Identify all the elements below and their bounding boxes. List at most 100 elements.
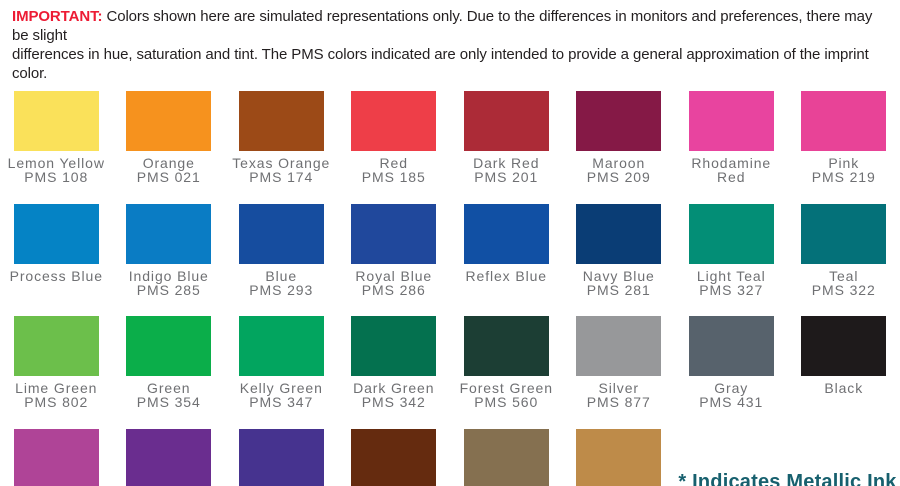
swatch-pms-number: PMS 286 xyxy=(361,281,426,298)
swatch-cell: Dark Green PMS 342 xyxy=(338,316,451,429)
swatch-name: Green xyxy=(147,380,191,396)
color-swatch xyxy=(688,203,774,264)
swatch-cell: Pink PMS 219 xyxy=(788,91,900,204)
swatch-grid: Lemon Yellow PMS 108 Orange PMS 021 Texas Or… xyxy=(0,91,900,486)
color-swatch xyxy=(126,91,212,151)
swatch-pms-number: Red xyxy=(717,169,746,185)
swatch-cell: Process Blue xyxy=(0,203,113,317)
swatch-name: Dark Green xyxy=(353,380,435,396)
swatch-label: Texas Orange PMS 174 xyxy=(232,156,330,184)
swatch-cell: Royal Blue PMS 286 xyxy=(338,203,451,317)
swatch-pms-number: PMS 285 xyxy=(136,281,201,298)
swatch-name: Lemon Yellow xyxy=(7,155,105,171)
swatch-name: Orange xyxy=(142,155,195,171)
swatch-cell: Black xyxy=(788,316,900,429)
disclaimer-text-1: Colors shown here are simulated represen… xyxy=(12,8,873,44)
swatch-pms-number: PMS 209 xyxy=(586,169,651,185)
swatch-cell: Kelly Green PMS 347 xyxy=(225,316,338,429)
important-label: IMPORTANT: xyxy=(12,8,103,25)
disclaimer-text-2: differences in hue, saturation and tint.… xyxy=(12,46,869,82)
swatch-name: Teal xyxy=(829,267,859,284)
swatch-label: Silver PMS 877 xyxy=(587,381,651,409)
color-swatch xyxy=(576,203,662,264)
swatch-label: Navy Blue PMS 281 xyxy=(583,269,655,297)
color-swatch xyxy=(463,428,549,486)
swatch-label: Indigo Blue PMS 285 xyxy=(129,269,209,297)
swatch-pms-number: PMS 327 xyxy=(699,281,764,298)
color-swatch xyxy=(238,203,324,264)
swatch-name: Kelly Green xyxy=(239,380,323,396)
swatch-pms-number: PMS 322 xyxy=(811,281,876,298)
swatch-label: Kelly Green PMS 347 xyxy=(240,381,323,409)
swatch-pms-number: PMS 431 xyxy=(699,394,764,410)
color-swatch xyxy=(126,316,212,376)
color-swatch xyxy=(13,203,99,264)
swatch-pms-number: PMS 560 xyxy=(474,394,539,410)
swatch-cell: Pantone Violet xyxy=(225,428,338,486)
swatch-cell: Gold *PMS 872 xyxy=(450,428,563,486)
swatch-pms-number: PMS 281 xyxy=(586,281,651,298)
color-swatch xyxy=(463,203,549,264)
color-swatch xyxy=(126,428,212,486)
swatch-name: Black xyxy=(824,380,864,396)
swatch-pms-number: PMS 877 xyxy=(586,394,651,410)
swatch-cell: Gray PMS 431 xyxy=(675,316,788,429)
swatch-cell: Copper *PMS 876 xyxy=(563,428,676,486)
swatch-name: Silver xyxy=(598,380,639,396)
swatch-cell: Indigo Blue PMS 285 xyxy=(113,203,226,317)
swatch-pms-number: PMS 802 xyxy=(24,394,89,410)
swatch-cell: PurplePMS 526 xyxy=(113,428,226,486)
swatch-label: Black xyxy=(824,381,863,395)
swatch-label: Royal Blue PMS 286 xyxy=(355,269,432,297)
swatch-name: Maroon xyxy=(592,155,646,171)
swatch-cell: Rhodamine Red xyxy=(675,91,788,204)
swatch-label: Pink PMS 219 xyxy=(812,156,876,184)
swatch-label: Light Teal PMS 327 xyxy=(697,269,766,297)
swatch-label: Red PMS 185 xyxy=(362,156,426,184)
swatch-name: Forest Green xyxy=(459,380,553,396)
swatch-name: Dark Red xyxy=(473,155,540,171)
color-swatch xyxy=(576,316,662,376)
swatch-label: Forest Green PMS 560 xyxy=(460,381,553,409)
swatch-pms-number: PMS 201 xyxy=(474,169,539,185)
swatch-name: Pink xyxy=(828,155,860,171)
swatch-pms-number: PMS 347 xyxy=(249,394,314,410)
color-swatch xyxy=(688,316,774,376)
metallic-note: * Indicates Metallic Ink xyxy=(678,470,897,486)
swatch-pms-number: PMS 219 xyxy=(811,169,876,185)
swatch-name: Process Blue xyxy=(9,267,103,284)
swatch-label: Lemon Yellow PMS 108 xyxy=(8,156,105,184)
swatch-label: Blue PMS 293 xyxy=(249,269,313,297)
swatch-cell: Lemon Yellow PMS 108 xyxy=(0,91,113,204)
color-swatch xyxy=(238,316,324,376)
metallic-note-cell: * Indicates Metallic Ink xyxy=(675,429,900,486)
swatch-cell: Green PMS 354 xyxy=(113,316,226,429)
color-swatch xyxy=(13,428,99,486)
color-swatch xyxy=(238,91,324,151)
color-swatch xyxy=(801,203,887,264)
swatch-pms-number: PMS 354 xyxy=(136,394,201,410)
swatch-cell: Silver PMS 877 xyxy=(563,316,676,429)
swatch-name: Light Teal xyxy=(696,267,766,284)
disclaimer: IMPORTANT: Colors shown here are simulat… xyxy=(0,0,900,83)
swatch-name: Blue xyxy=(265,267,298,284)
swatch-label: Green PMS 354 xyxy=(137,381,201,409)
swatch-cell: PantonePurple xyxy=(0,428,113,486)
swatch-cell: Red PMS 185 xyxy=(338,91,451,204)
color-swatch xyxy=(463,91,549,151)
swatch-label: Gray PMS 431 xyxy=(699,381,763,409)
color-swatch xyxy=(126,203,212,264)
color-swatch xyxy=(13,91,99,151)
color-swatch xyxy=(801,316,887,376)
swatch-label: Teal PMS 322 xyxy=(812,269,876,297)
color-swatch xyxy=(351,91,437,151)
swatch-name: Reflex Blue xyxy=(465,267,547,284)
color-swatch xyxy=(463,316,549,376)
swatch-label: Orange PMS 021 xyxy=(137,156,201,184)
swatch-name: Lime Green xyxy=(15,380,98,396)
color-swatch xyxy=(351,428,437,486)
swatch-cell: BrownPMS 490 xyxy=(338,428,451,486)
swatch-cell: Lime Green PMS 802 xyxy=(0,316,113,429)
swatch-label: Maroon PMS 209 xyxy=(587,156,651,184)
